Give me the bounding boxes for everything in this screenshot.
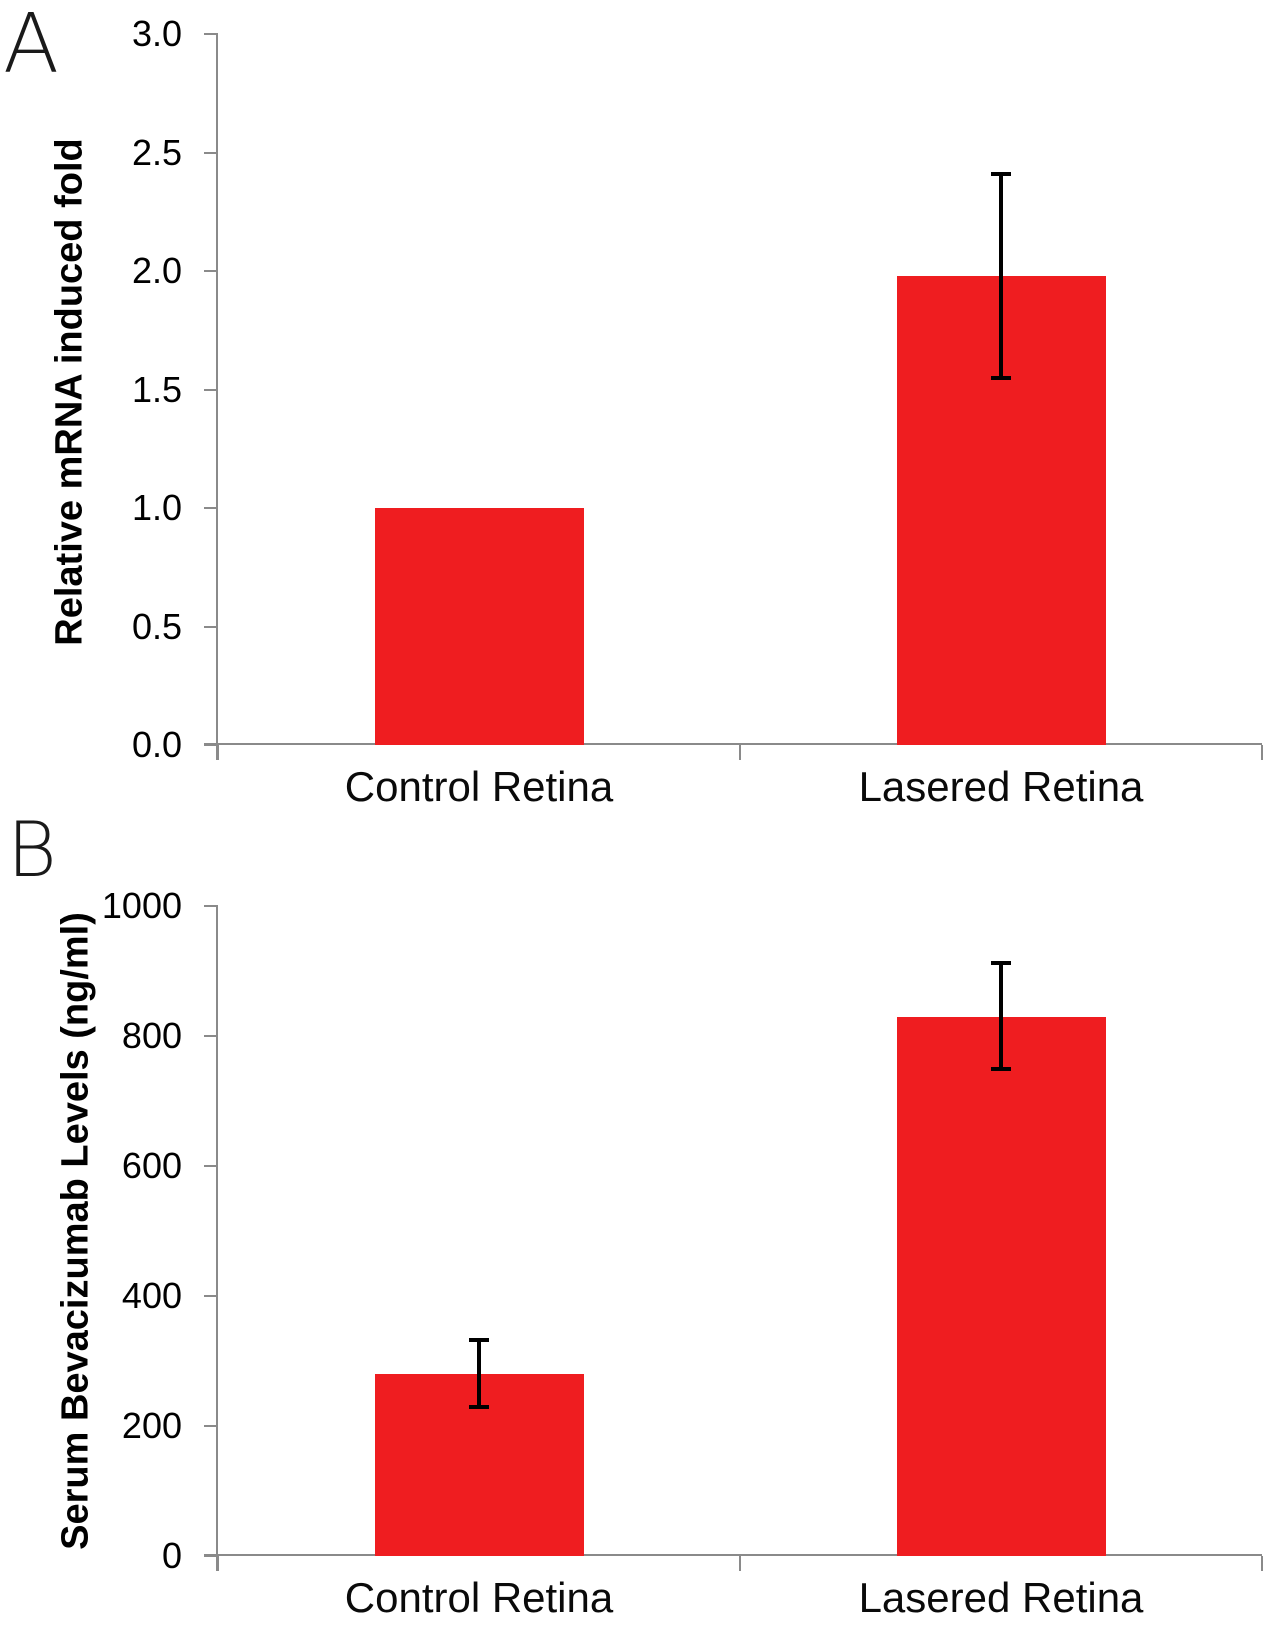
x-axis-line bbox=[204, 743, 1262, 745]
x-tick-mark bbox=[1261, 1556, 1263, 1571]
y-tick-mark bbox=[204, 388, 218, 391]
y-tick-mark bbox=[204, 1425, 218, 1427]
y-tick-label: 1.5 bbox=[131, 368, 182, 410]
error-bar-cap-top bbox=[991, 171, 1011, 176]
x-axis-line bbox=[204, 1554, 1262, 1556]
y-tick-label: 2.5 bbox=[131, 131, 182, 173]
y-tick-mark bbox=[204, 33, 218, 35]
y-tick-label: 400 bbox=[121, 1275, 182, 1316]
y-tick-label: 600 bbox=[121, 1145, 182, 1186]
y-axis-line bbox=[216, 906, 218, 1571]
error-bar-cap-bottom bbox=[469, 1404, 489, 1409]
x-category-label: Control Retina bbox=[344, 763, 614, 810]
x-tick-mark bbox=[217, 1556, 219, 1571]
error-bar-cap-top bbox=[469, 1337, 489, 1342]
x-tick-mark bbox=[1261, 745, 1263, 760]
y-tick-mark bbox=[204, 1295, 218, 1297]
x-category-label: Lasered Retina bbox=[858, 763, 1144, 810]
y-tick-label: 1000 bbox=[101, 885, 182, 926]
y-tick-mark bbox=[204, 905, 218, 907]
x-tick-mark bbox=[739, 1556, 741, 1571]
y-tick-label: 3.0 bbox=[131, 13, 182, 54]
x-category-label: Control Retina bbox=[344, 1574, 614, 1621]
y-tick-mark bbox=[204, 1165, 218, 1167]
y-tick-label: 2.0 bbox=[131, 250, 182, 291]
error-bar-line bbox=[999, 963, 1003, 1069]
panel-a-label: A bbox=[3, 0, 60, 92]
error-bar-cap-bottom bbox=[991, 1066, 1011, 1071]
error-bar-line bbox=[477, 1339, 481, 1407]
y-tick-mark bbox=[204, 625, 218, 628]
y-tick-label: 200 bbox=[121, 1405, 182, 1446]
x-category-label: Lasered Retina bbox=[858, 1574, 1144, 1621]
bar-lasered-retina bbox=[896, 1016, 1106, 1556]
bar-control-retina bbox=[374, 508, 584, 745]
y-tick-mark bbox=[204, 1035, 218, 1037]
y-axis-line bbox=[216, 34, 218, 760]
y-tick-mark bbox=[204, 270, 218, 272]
y-tick-label: 0.0 bbox=[131, 724, 182, 765]
error-bar-line bbox=[999, 173, 1003, 378]
y-tick-label: 0.5 bbox=[131, 605, 182, 647]
y-tick-mark bbox=[204, 151, 218, 154]
x-tick-mark bbox=[739, 745, 741, 760]
y-tick-label: 800 bbox=[121, 1015, 182, 1056]
y-tick-label: 1.0 bbox=[131, 487, 182, 528]
x-tick-mark bbox=[217, 745, 219, 760]
error-bar-cap-top bbox=[991, 961, 1011, 966]
y-tick-mark bbox=[204, 1555, 218, 1557]
y-tick-mark bbox=[204, 507, 218, 509]
y-tick-label: 0 bbox=[161, 1535, 182, 1576]
error-bar-cap-bottom bbox=[991, 375, 1011, 380]
panel-b-label: B bbox=[7, 805, 57, 894]
y-tick-mark bbox=[204, 744, 218, 746]
